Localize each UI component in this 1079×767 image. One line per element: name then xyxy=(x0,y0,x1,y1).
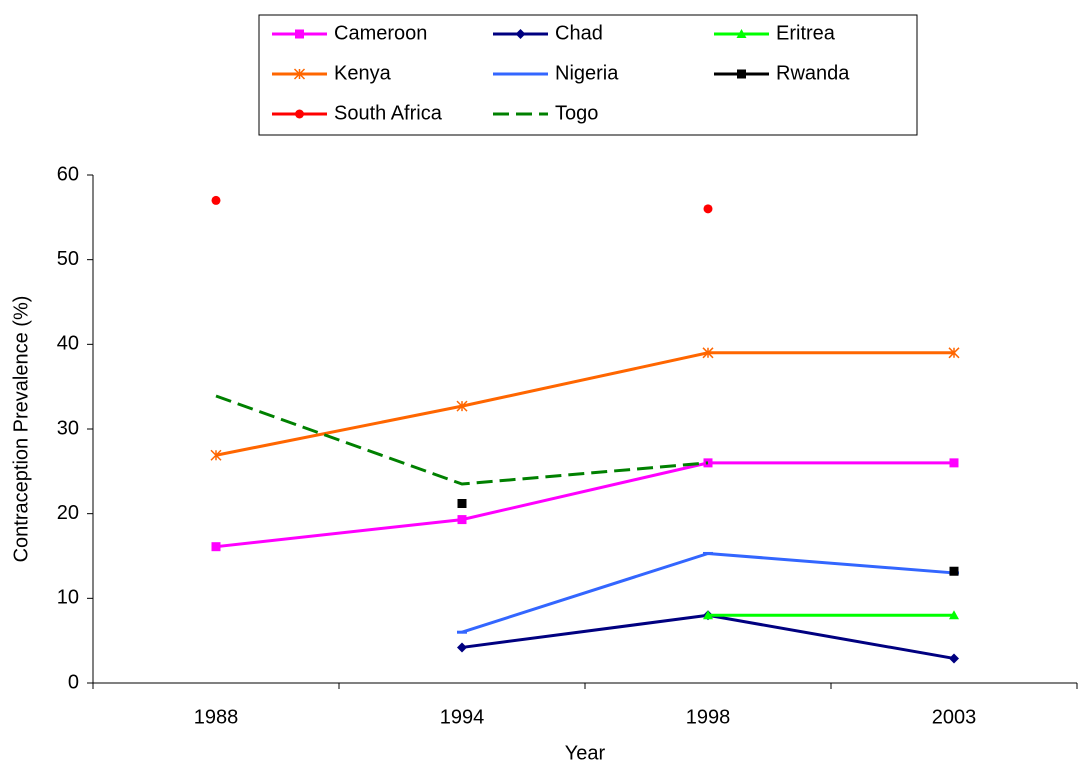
marker xyxy=(949,653,959,664)
marker xyxy=(515,29,526,39)
series-line xyxy=(215,461,954,549)
y-tick-label: 30 xyxy=(57,417,79,439)
y-tick-label: 0 xyxy=(68,671,79,693)
x-tick-label: 1998 xyxy=(686,706,731,728)
legend-label: Togo xyxy=(555,102,598,124)
y-tick-label: 10 xyxy=(57,587,79,609)
y-tick-label: 40 xyxy=(57,333,79,355)
x-tick-label: 1994 xyxy=(440,706,485,728)
marker xyxy=(948,347,960,359)
marker xyxy=(295,29,304,39)
marker xyxy=(295,109,304,119)
marker xyxy=(703,204,713,214)
y-tick-label: 20 xyxy=(57,502,79,524)
legend-label: Rwanda xyxy=(776,62,850,84)
series-line xyxy=(461,551,955,634)
marker xyxy=(211,195,221,205)
legend-label: Cameroon xyxy=(334,22,427,44)
legend-label: Nigeria xyxy=(555,62,619,84)
marker xyxy=(457,499,467,509)
marker xyxy=(211,542,221,552)
legend-label: Chad xyxy=(555,22,603,44)
marker xyxy=(457,515,467,525)
marker xyxy=(703,610,713,620)
marker xyxy=(949,610,959,620)
series-line xyxy=(461,613,955,660)
marker xyxy=(949,458,959,468)
x-tick-label: 2003 xyxy=(932,706,977,728)
x-axis-label: Year xyxy=(565,742,606,764)
marker xyxy=(736,29,747,38)
y-axis-label: Contraception Prevalence (%) xyxy=(10,296,32,563)
series-line xyxy=(215,351,954,457)
y-tick-label: 60 xyxy=(57,163,79,185)
marker xyxy=(293,68,306,80)
marker xyxy=(456,400,468,412)
series-line xyxy=(215,394,709,486)
marker xyxy=(702,347,714,359)
marker xyxy=(949,566,959,576)
x-tick-label: 1988 xyxy=(194,706,239,728)
legend-label: South Africa xyxy=(334,102,443,124)
y-tick-label: 50 xyxy=(57,248,79,270)
marker xyxy=(737,69,746,79)
legend-box xyxy=(258,14,918,136)
legend-label: Eritrea xyxy=(776,22,836,44)
legend-label: Kenya xyxy=(334,62,392,84)
marker xyxy=(210,449,222,461)
marker xyxy=(457,642,467,653)
